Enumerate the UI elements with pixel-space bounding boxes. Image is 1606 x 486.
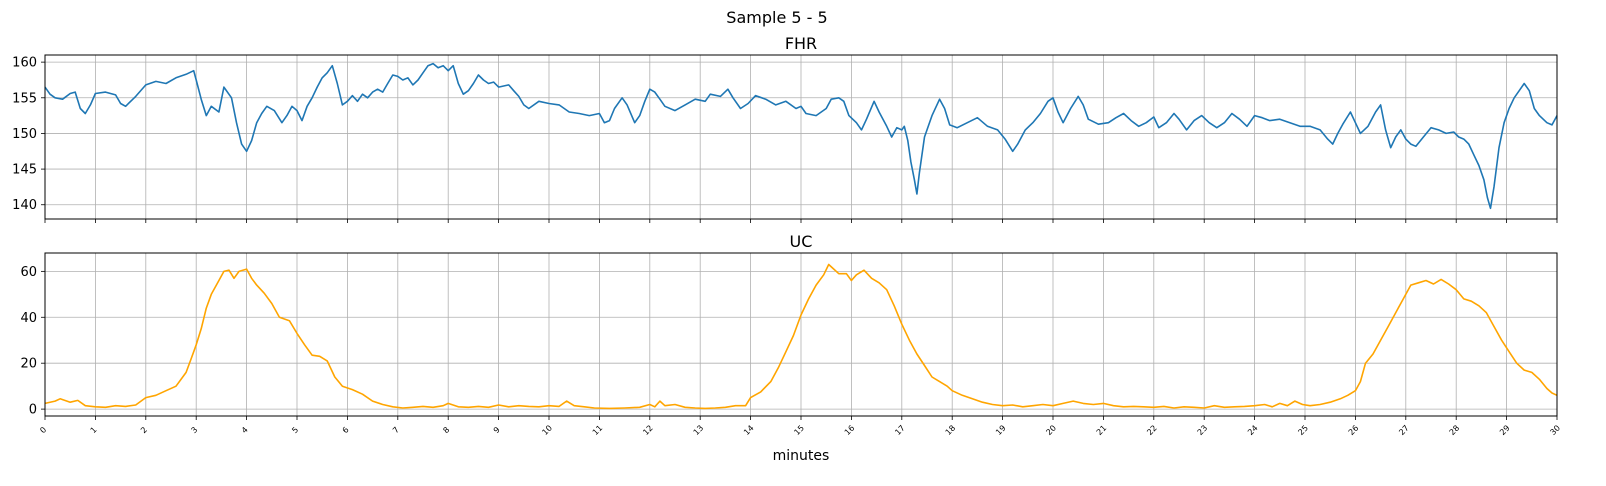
xtick-label: 8 [441,425,451,435]
fhr-ytick-label: 160 [12,56,37,71]
fhr-ytick-label: 150 [12,127,37,142]
xtick-label: 20 [1044,423,1058,437]
xtick-label: 18 [944,423,958,437]
xtick-label: 21 [1095,423,1109,437]
xtick-label: 29 [1498,423,1512,437]
fhr-series-line [44,62,1558,210]
xtick-label: 10 [540,423,554,437]
figure-title: Sample 5 - 5 [726,8,827,27]
xtick-label: 0 [38,425,48,435]
xtick-label: 12 [641,423,655,437]
xtick-label: 22 [1145,423,1159,437]
uc-axes-frame [44,252,1558,417]
xtick-label: 24 [1246,423,1260,437]
xtick-label: 28 [1448,423,1462,437]
xtick-label: 7 [391,425,401,435]
fhr-ytick-label: 155 [12,91,37,106]
fhr-ytick-label: 145 [12,163,37,178]
uc-ytick-label: 60 [20,265,37,280]
xtick-label: 25 [1296,423,1310,437]
uc-panel-title: UC [790,232,813,251]
xtick-label: 6 [341,425,351,435]
xtick-label: 30 [1548,423,1562,437]
xtick-label: 9 [492,425,502,435]
fhr-axes-frame [44,54,1558,220]
uc-panel: UC0 1 2 3 4 5 6 7 8 9 10 11 12 13 14 15 16 17 18 19 20 21 22 23… [20,232,1562,437]
xtick-label: 13 [692,423,706,437]
xtick-label: 11 [591,423,605,437]
xtick-label: 3 [189,425,199,435]
fhr-panel-title: FHR [785,34,817,53]
xtick-label: 1 [89,425,99,435]
uc-series-line [44,263,1558,410]
xtick-label: 19 [994,423,1008,437]
xtick-label: 16 [843,423,857,437]
x-axis-label: minutes [773,448,830,464]
uc-ytick-label: 0 [29,403,37,418]
fhr-panel: FHR 140 145 150 155 160 [12,34,1558,223]
xtick-label: 27 [1397,423,1411,437]
xtick-label: 15 [792,423,806,437]
xtick-label: 14 [742,423,756,437]
xtick-label: 4 [240,425,250,435]
uc-ytick-label: 20 [20,357,37,372]
fhr-ytick-label: 140 [12,198,37,213]
uc-ytick-label: 40 [20,311,37,326]
xtick-label: 2 [139,425,149,435]
xtick-label: 23 [1196,423,1210,437]
xtick-label: 17 [893,423,907,437]
xtick-label: 26 [1347,423,1361,437]
xtick-label: 5 [290,425,300,435]
